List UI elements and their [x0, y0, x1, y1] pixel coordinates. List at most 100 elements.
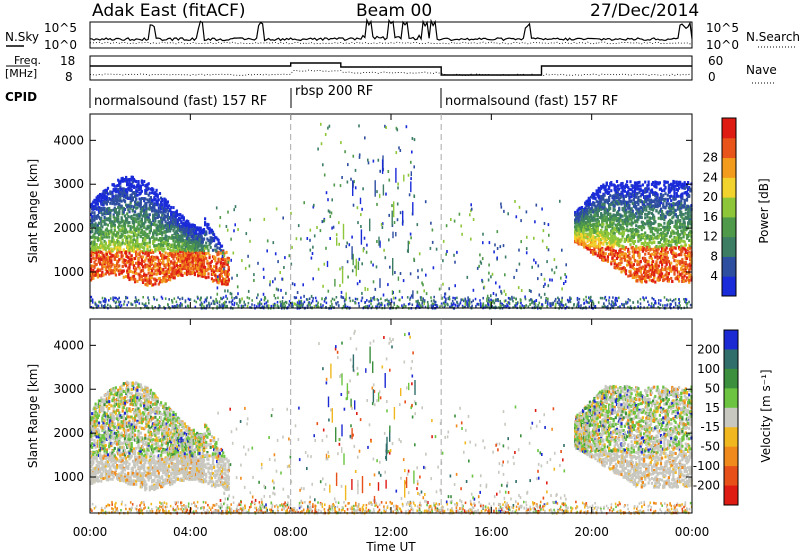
echo-cell: [144, 231, 147, 235]
echo-cell: [643, 226, 646, 230]
echo-cell: [109, 218, 112, 222]
echo-cell: [602, 222, 605, 226]
echo-cell: [101, 219, 104, 223]
echo-cell: [647, 187, 650, 191]
echo-cell: [665, 237, 668, 241]
echo-cell: [131, 198, 134, 202]
echo-cell: [665, 262, 668, 266]
echo-cell: [647, 183, 650, 187]
echo-cell: [609, 207, 612, 210]
echo-cell: [612, 221, 615, 225]
echo-cell: [128, 251, 131, 255]
echo-cell: [623, 258, 626, 262]
echo-cell: [656, 196, 659, 199]
echo-cell: [182, 216, 185, 220]
echo-cell: [156, 195, 159, 199]
noise-sky-series: [89, 17, 693, 42]
echo-cell: [110, 229, 113, 233]
echo-cell: [623, 189, 626, 193]
echo-cell: [583, 238, 586, 242]
echo-cell: [604, 207, 607, 211]
echo-cell: [132, 249, 136, 253]
echo-cell: [131, 270, 134, 274]
echo-cell: [657, 228, 660, 232]
echo-cell: [134, 277, 137, 281]
echo-cell: [671, 280, 674, 283]
echo-cell: [663, 278, 666, 282]
echo-cell: [656, 193, 659, 197]
echo-cell: [629, 180, 632, 184]
echo-cell: [128, 265, 131, 269]
echo-cell: [205, 256, 208, 260]
echo-cell: [151, 209, 154, 213]
echo-cell: [635, 204, 638, 208]
echo-cell: [140, 258, 143, 262]
echo-cell: [624, 211, 628, 215]
echo-cell: [158, 251, 162, 255]
echo-cell: [119, 194, 122, 198]
echo-cell: [633, 240, 637, 243]
echo-cell: [95, 262, 98, 266]
echo-cell: [647, 221, 650, 225]
echo-cell: [95, 216, 98, 220]
echo-cell: [664, 266, 667, 270]
echo-cell: [655, 209, 658, 213]
echo-cell: [583, 229, 586, 233]
echo-cell: [614, 250, 617, 254]
echo-cell: [117, 219, 120, 223]
echo-cell: [92, 256, 95, 260]
echo-cell: [161, 220, 164, 224]
echo-cell: [601, 213, 604, 217]
echo-cell: [144, 238, 147, 242]
echo-cell: [139, 202, 142, 205]
echo-cell: [143, 249, 146, 253]
echo-cell: [217, 238, 220, 242]
echo-cell: [617, 184, 620, 188]
echo-cell: [638, 262, 641, 266]
echo-cell: [144, 217, 147, 221]
echo-cell: [196, 248, 199, 252]
echo-cell: [647, 180, 650, 184]
echo-cell: [122, 248, 125, 252]
echo-cell: [647, 252, 650, 255]
echo-cell: [131, 242, 134, 246]
echo-cell: [638, 275, 641, 279]
echo-cell: [653, 233, 656, 237]
echo-cell: [151, 276, 154, 280]
echo-cell: [635, 224, 638, 228]
echo-cell: [662, 193, 665, 197]
echo-cell: [164, 251, 167, 255]
cpid-segment-3: normalsound (fast) 157 RF: [445, 94, 618, 109]
echo-cell: [195, 261, 198, 265]
echo-cell: [658, 203, 661, 207]
echo-cell: [647, 260, 650, 263]
echo-cell: [193, 224, 196, 228]
echo-cell: [604, 258, 607, 262]
echo-cell: [106, 192, 110, 196]
echo-cell: [167, 204, 171, 208]
echo-cell: [132, 221, 136, 225]
echo-cell: [152, 188, 155, 192]
echo-cell: [130, 254, 133, 258]
echo-cell: [149, 229, 152, 233]
echo-cell: [628, 222, 631, 226]
echo-cell: [93, 215, 96, 219]
echo-cell: [153, 244, 156, 248]
echo-cell: [128, 221, 131, 224]
echo-cell: [143, 225, 146, 229]
echo-cell: [210, 259, 213, 263]
echo-cell: [629, 265, 632, 269]
echo-cell: [213, 278, 216, 282]
echo-cell: [127, 275, 130, 279]
echo-cell: [118, 250, 121, 254]
echo-cell: [147, 182, 150, 186]
echo-cell: [114, 273, 117, 277]
echo-cell: [182, 239, 185, 242]
echo-cell: [586, 239, 589, 243]
echo-cell: [160, 267, 163, 271]
echo-cell: [624, 246, 628, 250]
echo-cell: [105, 217, 108, 221]
echo-cell: [657, 269, 660, 273]
echo-cell: [649, 221, 652, 225]
echo-cell: [113, 223, 116, 227]
